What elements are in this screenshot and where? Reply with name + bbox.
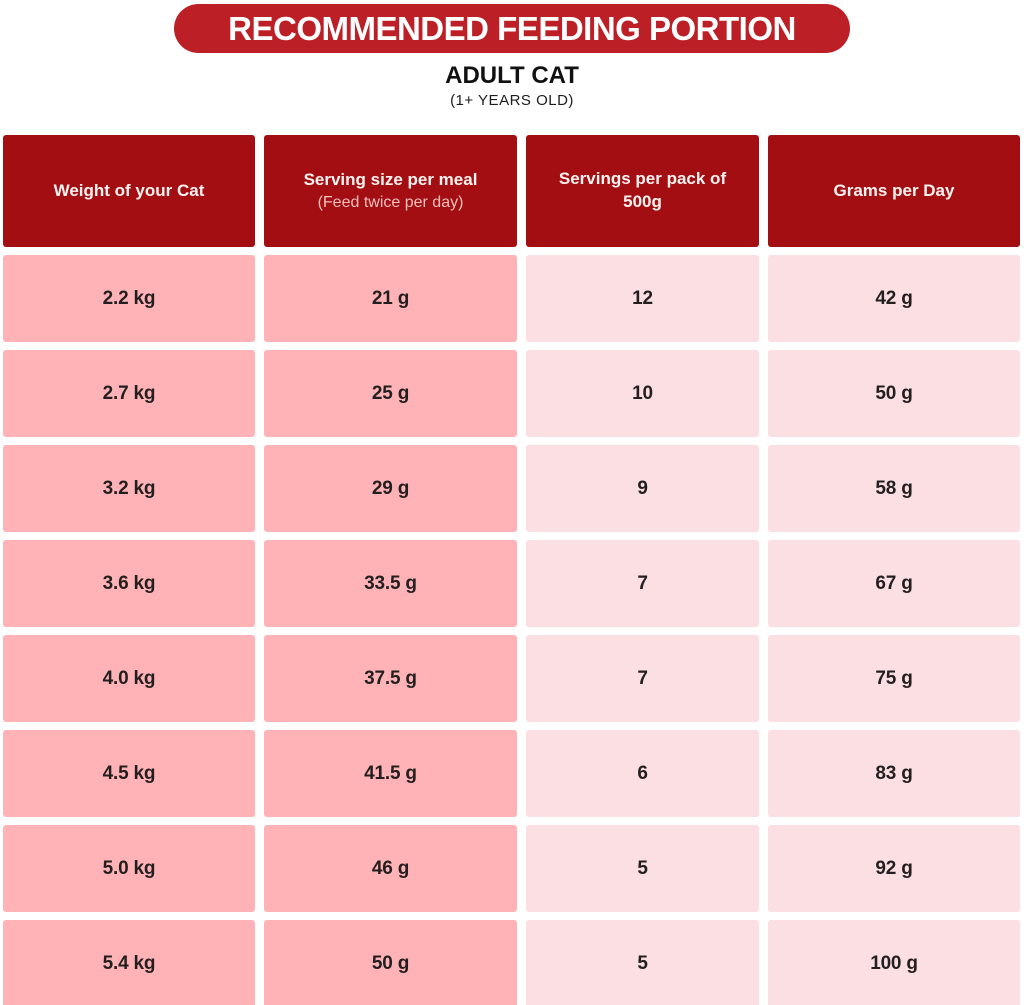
cell-serving-size: 21 g (264, 255, 517, 342)
column-title: Grams per Day (833, 180, 955, 200)
cell-servings-per-pack: 7 (526, 540, 759, 627)
cell-weight: 3.6 kg (3, 540, 255, 627)
age-group-title: ADULT CAT (445, 62, 579, 89)
cell-serving-size: 46 g (264, 825, 517, 912)
banner-title: RECOMMENDED FEEDING PORTION (228, 9, 796, 47)
cell-grams-per-day: 75 g (768, 635, 1020, 722)
cell-grams-per-day: 100 g (768, 920, 1020, 1005)
cell-serving-size: 29 g (264, 445, 517, 532)
cell-weight: 5.0 kg (3, 825, 255, 912)
cell-servings-per-pack: 5 (526, 920, 759, 1005)
cell-servings-per-pack: 6 (526, 730, 759, 817)
cell-grams-per-day: 58 g (768, 445, 1020, 532)
cell-serving-size: 50 g (264, 920, 517, 1005)
cell-grams-per-day: 83 g (768, 730, 1020, 817)
subtitle-block: ADULT CAT (1+ YEARS OLD) (0, 62, 1024, 109)
cell-serving-size: 25 g (264, 350, 517, 437)
cell-grams-per-day: 67 g (768, 540, 1020, 627)
cell-servings-per-pack: 5 (526, 825, 759, 912)
cell-serving-size: 37.5 g (264, 635, 517, 722)
cell-grams-per-day: 50 g (768, 350, 1020, 437)
cell-weight: 4.5 kg (3, 730, 255, 817)
cell-servings-per-pack: 10 (526, 350, 759, 437)
column-header-servings-per-pack: Servings per pack of 500g (526, 135, 759, 247)
cell-grams-per-day: 42 g (768, 255, 1020, 342)
column-title: Weight of your Cat (53, 180, 205, 200)
feeding-table: Weight of your Cat Serving size per meal… (3, 135, 1020, 1005)
cell-servings-per-pack: 9 (526, 445, 759, 532)
column-header-serving-size: Serving size per meal (Feed twice per da… (264, 135, 517, 247)
column-title: Servings per pack of 500g (558, 169, 727, 211)
cell-serving-size: 41.5 g (264, 730, 517, 817)
cell-servings-per-pack: 7 (526, 635, 759, 722)
column-header-weight: Weight of your Cat (3, 135, 255, 247)
column-header-grams-per-day: Grams per Day (768, 135, 1020, 247)
age-group-note: (1+ YEARS OLD) (450, 92, 574, 109)
column-title: Serving size per meal (303, 169, 478, 189)
column-subtitle: (Feed twice per day) (317, 193, 464, 211)
cell-serving-size: 33.5 g (264, 540, 517, 627)
cell-weight: 3.2 kg (3, 445, 255, 532)
cell-weight: 5.4 kg (3, 920, 255, 1005)
cell-weight: 4.0 kg (3, 635, 255, 722)
cell-servings-per-pack: 12 (526, 255, 759, 342)
banner: RECOMMENDED FEEDING PORTION (174, 4, 850, 53)
cell-weight: 2.7 kg (3, 350, 255, 437)
cell-weight: 2.2 kg (3, 255, 255, 342)
cell-grams-per-day: 92 g (768, 825, 1020, 912)
